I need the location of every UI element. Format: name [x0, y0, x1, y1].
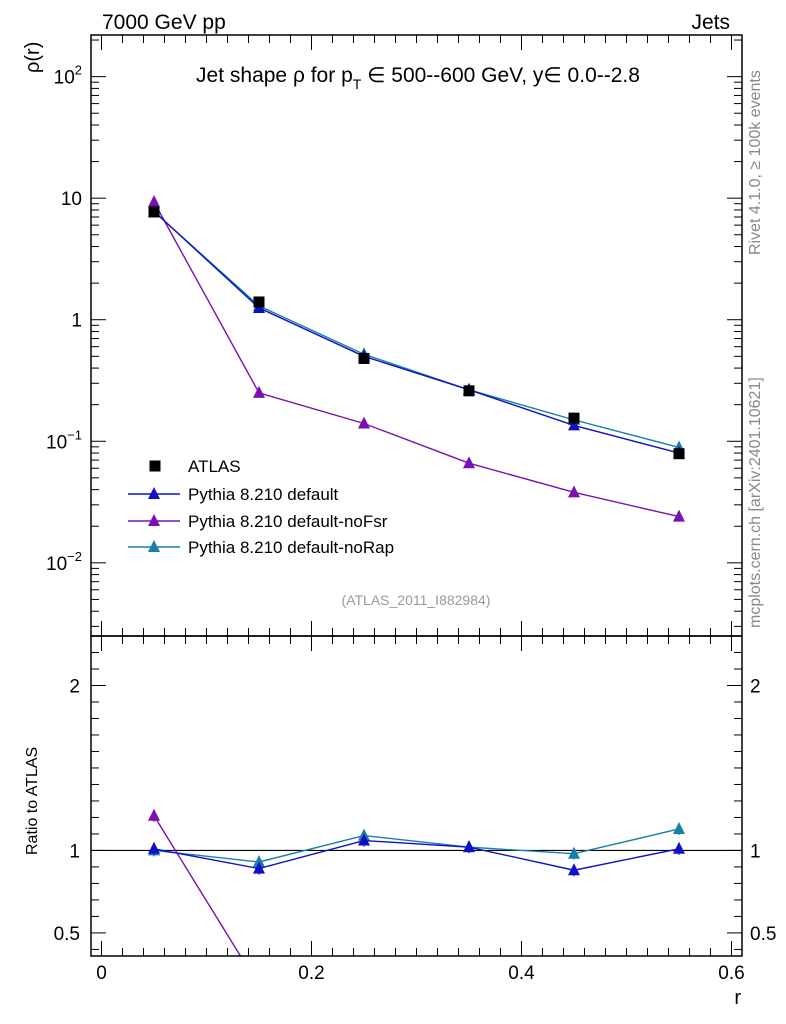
data-point [463, 385, 475, 397]
ratio-line [153, 839, 680, 871]
tick-base: 10 [46, 554, 67, 575]
data-point [568, 418, 580, 431]
ratio-point [568, 863, 580, 876]
ratio-y-tick-label: 1 [69, 841, 80, 862]
tick-exp: −1 [67, 427, 82, 442]
ratio-y-tick-label-right: 2 [750, 676, 761, 697]
main-y-tick-label: 10 [61, 189, 82, 210]
main-y-tick-label: 10−1 [46, 427, 82, 453]
main-series [148, 195, 685, 522]
ratio-point [253, 854, 265, 867]
legend: ATLAS Pythia 8.210 default Pythia 8.210 de… [128, 457, 394, 557]
ratio-panel: 0.5 0.5 1 1 2 2 0 0.2 0.4 0.6 Ratio to ATLAS r [24, 635, 776, 1009]
ratio-y-tick-label: 0.5 [54, 924, 80, 945]
ratio-point [673, 958, 685, 970]
main-ylabel: ρ(r) [22, 42, 44, 73]
tick-base: 10 [54, 68, 75, 89]
legend-label: Pythia 8.210 default-noFsr [188, 512, 388, 531]
data-point [463, 456, 475, 469]
ratio-y-tick-label: 2 [69, 676, 80, 697]
ratio-y-tick-label-right: 0.5 [750, 924, 776, 945]
series-pythia-8-210-default-nofsr [148, 195, 685, 522]
main-y-tick-label: 10−2 [46, 549, 82, 575]
watermark: (ATLAS_2011_I882984) [342, 592, 491, 608]
ratio-point [148, 841, 160, 854]
data-point [148, 195, 160, 208]
series-line [153, 210, 680, 454]
ratio-series-pythia-8-210-default-norap [148, 821, 685, 868]
series-pythia-8-210-default-norap [148, 204, 685, 453]
series-pythia-8-210-default [148, 204, 685, 459]
legend-marker [148, 540, 160, 552]
tick-base: 10 [46, 432, 67, 453]
legend-label: Pythia 8.210 default [188, 485, 339, 504]
legend-entry: ATLAS [149, 457, 241, 476]
series-atlas [148, 206, 685, 460]
data-point [148, 206, 160, 218]
ratio-series-pythia-8-210-default-nofsr [148, 808, 685, 970]
ratio-y-tick-label-right: 1 [750, 841, 761, 862]
data-point [358, 416, 370, 429]
data-point [253, 385, 265, 398]
data-point [568, 485, 580, 498]
mcplots-label: mcplots.cern.ch [arXiv:2401.10621] [747, 377, 764, 628]
ratio-point [568, 846, 580, 859]
ratio-point [673, 821, 685, 834]
ratio-frame [90, 635, 743, 957]
main-y-tick-label: 102 [54, 63, 82, 89]
series-line [153, 201, 680, 518]
header-right: Jets [691, 11, 730, 34]
series-line [153, 211, 680, 449]
data-point [568, 412, 580, 424]
x-tick-label: 0.6 [718, 963, 744, 984]
ratio-ylabel: Ratio to ATLAS [24, 747, 41, 855]
x-tick-label: 0.4 [508, 963, 535, 984]
legend-entry: Pythia 8.210 default-noRap [128, 538, 394, 557]
legend-marker [149, 460, 161, 472]
ratio-series-pythia-8-210-default [148, 833, 685, 877]
tick-exp: −2 [67, 549, 82, 564]
ratio-axis-ticks: 0.5 0.5 1 1 2 2 0 0.2 0.4 0.6 [54, 635, 776, 984]
ratio-series [148, 808, 685, 970]
tick-exp: 2 [75, 63, 82, 78]
ratio-point [253, 861, 265, 874]
title-sub: T [353, 76, 362, 92]
ratio-point [148, 808, 160, 821]
data-point [673, 448, 685, 460]
title-after: ∈ 500--600 GeV, y∈ 0.0--2.8 [361, 64, 640, 87]
x-tick-label: 0.2 [298, 963, 324, 984]
legend-label: Pythia 8.210 default-noRap [188, 538, 394, 557]
rivet-label: Rivet 4.1.0, ≥ 100k events [747, 70, 764, 255]
main-title: Jet shape ρ for pT ∈ 500--600 GeV, y∈ 0.… [196, 64, 640, 92]
legend-entry: Pythia 8.210 default-noFsr [128, 512, 388, 531]
ratio-line [153, 828, 680, 863]
header-left: 7000 GeV pp [102, 11, 226, 34]
legend-label: ATLAS [188, 457, 241, 476]
main-y-tick-label: 1 [71, 311, 82, 332]
x-tick-label: 0 [96, 963, 107, 984]
data-point [673, 509, 685, 522]
ratio-point [673, 841, 685, 854]
data-point [358, 352, 370, 364]
x-axis-label: r [734, 987, 741, 1009]
legend-marker [148, 514, 160, 526]
data-point [253, 296, 265, 308]
ratio-point [358, 833, 370, 846]
title-before: Jet shape ρ for p [196, 64, 353, 87]
ratio-clipped [148, 808, 685, 970]
ratio-point [463, 840, 475, 853]
legend-marker [148, 487, 160, 499]
legend-entry: Pythia 8.210 default [128, 485, 339, 504]
